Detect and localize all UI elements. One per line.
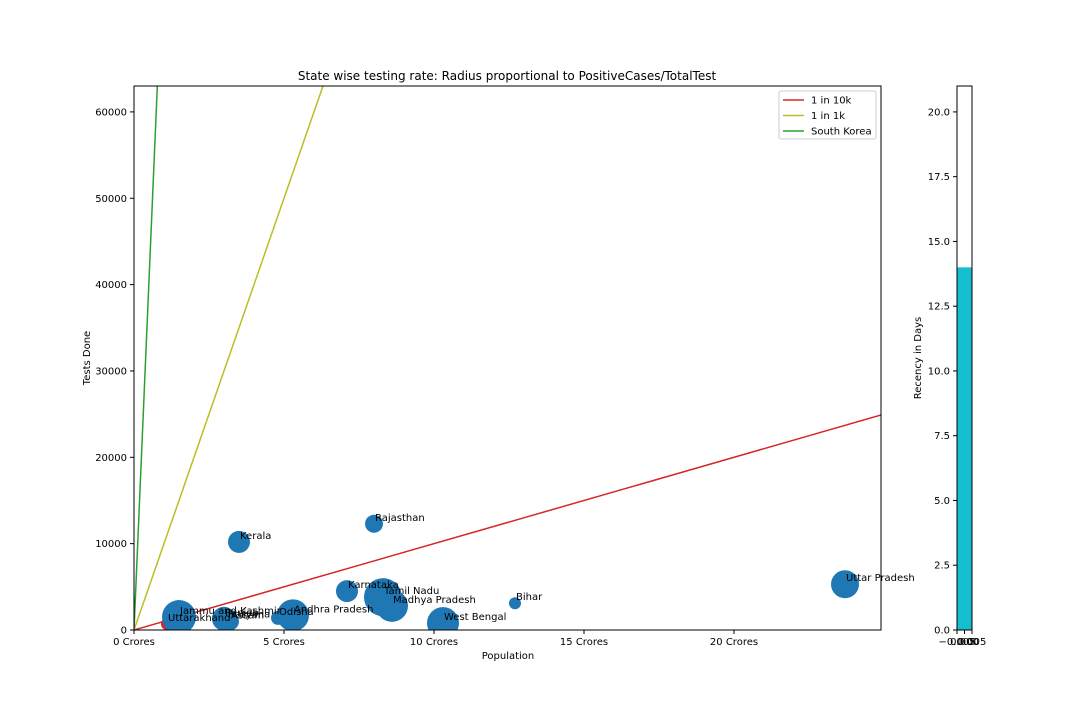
point-label-7: Andhra Pradesh (294, 604, 373, 615)
y-axis-label: Tests Done (82, 331, 93, 386)
point-label-8: Karnataka (348, 580, 399, 591)
data-point-5 (228, 530, 250, 553)
side-y-tick-label-0: 0.0 (934, 626, 950, 637)
data-point-4 (221, 612, 239, 630)
point-label-0: Uttarakhand (168, 613, 230, 624)
y-tick-label-1: 10000 (95, 539, 127, 550)
y-tick-label-0: 0 (121, 626, 127, 637)
side-y-tick-label-5: 12.5 (928, 302, 950, 313)
point-label-1: Jammu and Kashmir (179, 606, 282, 617)
data-point-13 (509, 597, 521, 610)
plot-frame (133, 85, 882, 631)
side-x-tick-label-1: 0.000 (950, 637, 979, 648)
data-point-7 (277, 599, 309, 630)
side-y-tick-label-8: 20.0 (928, 107, 950, 118)
point-label-10: Tamil Nadu (383, 586, 439, 597)
x-tick-label-1: 5 Crores (263, 637, 305, 648)
point-label-6: Odisha (279, 607, 314, 618)
x-axis-ticks: 0 Crores 5 Crores 10 Crores 15 Crores 20 Cro… (113, 630, 758, 648)
side-y-tick-label-7: 17.5 (928, 172, 950, 183)
y-tick-label-3: 30000 (95, 366, 127, 377)
point-label-13: Bihar (516, 592, 543, 603)
point-label-3: Haryana (228, 610, 270, 621)
side-y-tick-label-6: 15.0 (928, 237, 950, 248)
x-tick-label-0: 0 Crores (113, 637, 155, 648)
y-tick-label-6: 60000 (95, 107, 127, 118)
reference-line-0 (134, 414, 881, 630)
x-tick-label-2: 10 Crores (410, 637, 458, 648)
y-tick-label-4: 40000 (95, 280, 127, 291)
side-y-tick-label-1: 2.5 (934, 561, 950, 572)
reference-line-1 (134, 86, 324, 630)
x-tick-label-4: 20 Crores (710, 637, 758, 648)
data-point-8 (336, 580, 358, 603)
data-points (161, 514, 859, 630)
data-point-14 (831, 570, 859, 599)
point-label-9: Rajasthan (375, 513, 425, 524)
y-tick-label-2: 20000 (95, 453, 127, 464)
side-y-axis-label: Recency in Days (913, 317, 924, 400)
recency-bar-chart: 0.0 2.5 5.0 7.5 10.0 12.5 15.0 17.5 20.0 −0.0050… (928, 85, 986, 648)
point-label-4: Assam (231, 610, 264, 621)
point-label-2: Punjab (225, 608, 259, 619)
side-x-tick-label-0: −0.005 (938, 637, 975, 648)
point-label-12: West Bengal (444, 612, 506, 623)
x-tick-label-3: 15 Crores (560, 637, 608, 648)
side-y-tick-label-2: 5.0 (934, 496, 950, 507)
legend-label-0: 1 in 10k (811, 96, 852, 107)
side-y-tick-label-3: 7.5 (934, 431, 950, 442)
y-tick-label-5: 50000 (95, 194, 127, 205)
point-label-11: Madhya Pradesh (393, 595, 476, 606)
side-x-tick-label-2: 0.005 (958, 637, 987, 648)
point-label-14: Uttar Pradesh (846, 573, 915, 584)
y-axis-ticks: 0 10000 20000 30000 40000 50000 60000 (95, 107, 134, 637)
point-label-5: Kerala (240, 531, 271, 542)
x-axis-label: Population (482, 651, 535, 662)
data-point-9 (365, 514, 383, 533)
side-y-tick-label-4: 10.0 (928, 366, 950, 377)
data-point-1 (162, 600, 196, 630)
side-y-axis-ticks: 0.0 2.5 5.0 7.5 10.0 12.5 15.0 17.5 20.0 (928, 107, 957, 637)
legend: 1 in 10k 1 in 1k South Korea (778, 90, 877, 140)
legend-label-1: 1 in 1k (811, 111, 845, 122)
reference-lines (134, 86, 881, 630)
data-point-11 (376, 589, 408, 622)
chart-title: State wise testing rate: Radius proporti… (298, 69, 717, 83)
legend-frame (778, 90, 877, 140)
data-point-12 (427, 607, 459, 630)
legend-label-2: South Korea (811, 127, 872, 138)
recency-bar-0 (957, 267, 972, 630)
